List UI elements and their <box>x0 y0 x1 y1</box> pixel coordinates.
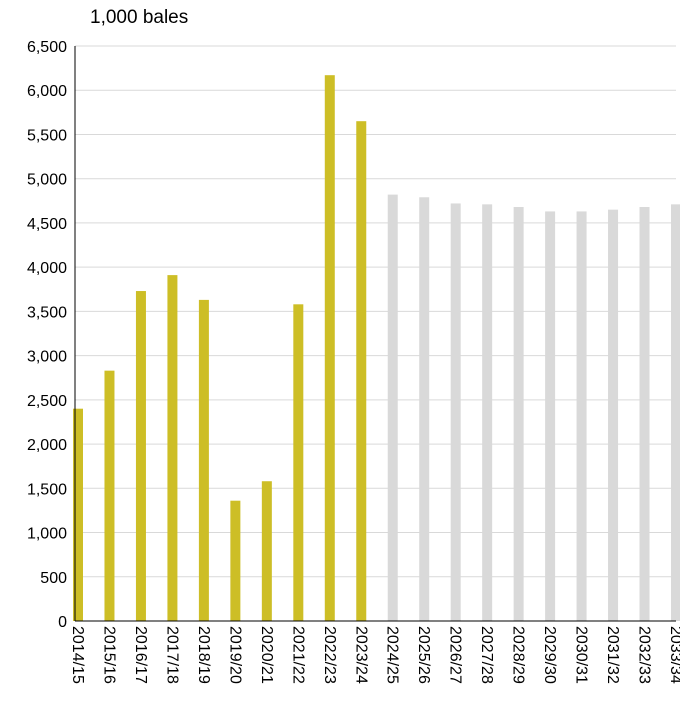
bar-2015-16 <box>104 370 115 621</box>
bar-2031-32 <box>608 209 619 621</box>
x-tick-label: 2019/20 <box>226 626 243 684</box>
bar-2029-30 <box>545 211 556 621</box>
bar-2027-28 <box>482 204 493 621</box>
x-tick-label: 2018/19 <box>195 626 212 684</box>
bar-2033-34 <box>671 204 680 621</box>
x-tick-label: 2026/27 <box>447 626 464 684</box>
y-tick-labels: 0 500 1,000 1,500 2,000 2,500 3,000 3,500 4,000 4… <box>27 39 67 631</box>
y-tick-label: 4,500 <box>27 216 67 233</box>
bar-2032-33 <box>639 207 650 621</box>
x-tick-label: 2023/24 <box>352 626 369 684</box>
bar-2022-23 <box>324 75 335 621</box>
x-tick-label: 2025/26 <box>415 626 432 684</box>
bar-2024-25 <box>387 194 398 621</box>
x-tick-label: 2033/34 <box>667 626 680 684</box>
axes <box>74 46 676 622</box>
bar-2030-31 <box>576 211 587 621</box>
bar-2018-19 <box>198 299 209 621</box>
y-tick-label: 3,000 <box>27 349 67 366</box>
bar-2021-22 <box>293 304 304 621</box>
x-tick-label: 2028/29 <box>510 626 527 684</box>
x-tick-label: 2024/25 <box>384 626 401 684</box>
bars <box>73 75 680 621</box>
x-tick-label: 2017/18 <box>163 626 180 684</box>
y-tick-label: 6,000 <box>27 83 67 100</box>
x-tick-label: 2031/32 <box>604 626 621 684</box>
y-tick-label: 6,500 <box>27 39 67 56</box>
x-tick-label: 2015/16 <box>100 626 117 684</box>
bar-2019-20 <box>230 500 241 621</box>
x-tick-label: 2020/21 <box>258 626 275 684</box>
x-tick-label: 2032/33 <box>636 626 653 684</box>
bar-2020-21 <box>261 481 272 621</box>
y-tick-label: 1,000 <box>27 526 67 543</box>
x-tick-label: 2016/17 <box>132 626 149 684</box>
bar-2016-17 <box>135 291 146 621</box>
y-tick-label: 5,500 <box>27 127 67 144</box>
y-axis-unit-label: 1,000 bales <box>90 7 189 28</box>
x-tick-label: 2027/28 <box>478 626 495 684</box>
x-tick-label: 2029/30 <box>541 626 558 684</box>
bar-2014-15 <box>73 408 83 621</box>
y-tick-label: 0 <box>58 614 67 631</box>
y-tick-label: 2,000 <box>27 437 67 454</box>
y-tick-label: 1,500 <box>27 481 67 498</box>
bar-2017-18 <box>167 275 178 621</box>
x-tick-labels: 2014/15 2015/16 2016/17 2017/18 2018/19 2019/… <box>69 626 680 684</box>
x-tick-label: 2022/23 <box>321 626 338 684</box>
x-tick-label: 2030/31 <box>573 626 590 684</box>
x-tick-label: 2014/15 <box>69 626 86 684</box>
y-tick-label: 500 <box>40 570 67 587</box>
y-tick-label: 4,000 <box>27 260 67 277</box>
bar-2023-24 <box>356 121 367 621</box>
bar-2028-29 <box>513 207 524 621</box>
bar-2026-27 <box>450 203 461 621</box>
y-tick-label: 2,500 <box>27 393 67 410</box>
y-tick-label: 5,000 <box>27 172 67 189</box>
y-tick-label: 3,500 <box>27 304 67 321</box>
x-tick-label: 2021/22 <box>289 626 306 684</box>
bar-2025-26 <box>419 197 430 621</box>
